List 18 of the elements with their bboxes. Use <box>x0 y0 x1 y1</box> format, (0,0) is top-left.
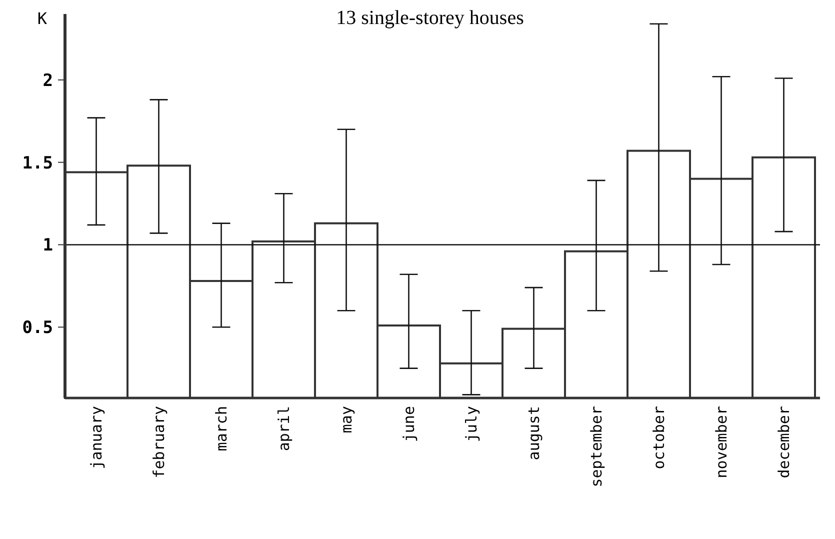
x-tick-label: may <box>338 406 356 434</box>
y-tick-label: 1.5 <box>22 153 53 174</box>
x-tick-label: september <box>588 406 606 488</box>
chart-title: 13 single-storey houses <box>336 7 524 29</box>
x-tick-label: october <box>650 406 668 470</box>
x-tick-label: april <box>275 406 293 452</box>
y-tick-label: 1 <box>42 236 53 256</box>
x-tick-label: february <box>150 406 168 478</box>
y-tick-label: 0.5 <box>22 318 53 338</box>
x-tick-label: march <box>212 406 230 452</box>
y-tick-label: 2 <box>42 70 53 91</box>
x-tick-label: august <box>525 406 543 460</box>
x-tick-label: june <box>400 406 418 442</box>
x-tick-label: july <box>462 406 480 442</box>
x-tick-label: january <box>88 406 106 470</box>
y-axis-title: K <box>37 9 48 28</box>
x-tick-label: november <box>712 406 730 478</box>
x-tick-label: december <box>775 406 793 478</box>
